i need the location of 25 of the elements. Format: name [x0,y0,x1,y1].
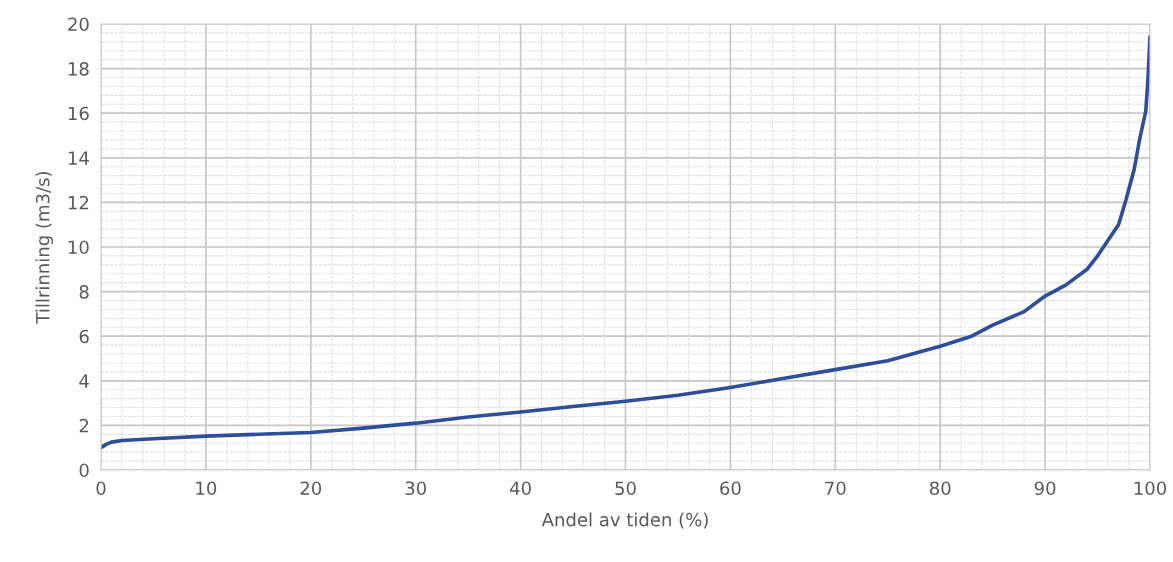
y-tick-label: 8 [79,285,89,299]
x-tick-label: 30 [405,481,426,496]
x-tick-label: 90 [1034,481,1056,496]
y-tick-label: 4 [79,374,89,388]
y-tick-label: 14 [68,151,89,165]
y-tick-label: 18 [68,62,89,76]
y-tick-label: 12 [68,195,89,210]
y-tick-label: 0 [79,463,89,478]
y-tick-label: 16 [68,106,89,121]
x-tick-label: 100 [1134,481,1167,496]
x-axis-title: Andel av tiden (%) [541,512,708,529]
line-series [101,35,1150,450]
x-tick-label: 10 [196,481,217,496]
x-tick-label: 60 [720,481,741,496]
x-tick-label: 0 [96,481,106,496]
x-tick-label: 40 [510,481,531,496]
x-tick-label: 80 [929,481,951,496]
x-tick-label: 50 [615,481,636,496]
y-tick-label: 20 [68,17,89,32]
y-axis-title: Tillrinning (m3/s) [35,171,54,324]
x-tick-label: 20 [300,481,322,496]
x-tick-label: 70 [825,481,846,496]
y-tick-label: 6 [79,329,89,344]
y-tick-label: 2 [79,418,89,433]
y-tick-label: 10 [68,240,89,255]
